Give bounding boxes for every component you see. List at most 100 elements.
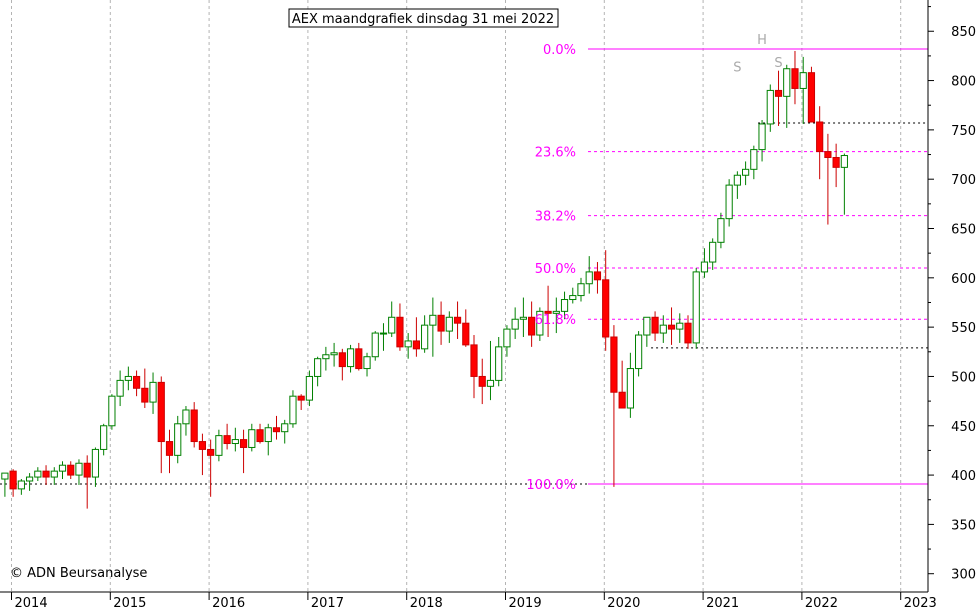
candle — [618, 360, 626, 409]
y-tick-label: 850 — [951, 25, 976, 40]
candle-body — [17, 480, 25, 490]
candle — [17, 479, 25, 495]
candle — [174, 415, 182, 464]
x-tick-label: 2015 — [113, 596, 146, 610]
candle-body — [750, 149, 758, 170]
candle — [528, 301, 536, 347]
candle — [338, 348, 346, 381]
candle-body — [478, 375, 486, 387]
candle — [34, 467, 42, 481]
candle — [355, 342, 363, 371]
candle — [281, 419, 289, 444]
candle-body — [733, 174, 741, 186]
candle-body — [651, 316, 659, 334]
candle-body — [445, 316, 453, 332]
candle — [215, 429, 223, 462]
candle — [766, 84, 774, 132]
candle-body — [108, 395, 116, 427]
candle — [190, 402, 198, 448]
pattern-label: H — [757, 33, 767, 48]
candle — [141, 368, 149, 409]
candle-body — [462, 322, 470, 346]
candle-body — [412, 340, 420, 350]
candle-body — [248, 429, 256, 448]
candle — [42, 465, 50, 485]
candle — [322, 346, 330, 371]
candle — [25, 473, 34, 491]
x-tick-label: 2020 — [607, 596, 640, 610]
x-tick-label: 2014 — [15, 596, 48, 610]
candle — [58, 461, 67, 480]
candle-body — [470, 344, 478, 377]
candle — [462, 309, 470, 347]
candle — [560, 291, 569, 320]
title-box — [288, 8, 559, 28]
candle-body — [141, 387, 149, 403]
candle-body — [725, 184, 733, 220]
candle — [717, 212, 725, 249]
candle-body — [807, 72, 816, 123]
candle-body — [577, 283, 585, 297]
pattern-label: S — [733, 61, 741, 76]
candle-body — [659, 324, 667, 334]
fib-level-label: 61.8% — [535, 313, 576, 328]
x-tick-label: 2022 — [805, 596, 838, 610]
candle-body — [421, 324, 429, 350]
candle — [272, 415, 281, 440]
candle — [758, 120, 766, 162]
candle — [1, 472, 9, 497]
candle-body — [42, 470, 50, 478]
candle — [643, 316, 651, 347]
candle — [248, 423, 256, 452]
candle-body — [495, 346, 503, 381]
candle — [602, 250, 610, 351]
candle-body — [223, 435, 231, 445]
candle-body — [100, 425, 108, 450]
y-tick-label: 450 — [951, 420, 976, 435]
candle — [470, 335, 478, 399]
candle — [659, 315, 667, 343]
candle — [297, 394, 305, 410]
candle-body — [528, 316, 536, 336]
candle-body — [124, 375, 132, 381]
candle-body — [536, 310, 544, 336]
candle-body — [791, 68, 799, 89]
candle-body — [272, 427, 281, 433]
candle-body — [519, 316, 527, 320]
candle-body — [503, 328, 511, 348]
candle-body — [75, 462, 83, 476]
candle-body — [256, 429, 264, 443]
candle-body — [742, 168, 750, 176]
candle — [709, 238, 717, 270]
line-layer — [0, 48, 928, 485]
candle-body — [816, 121, 824, 153]
y-tick-label: 650 — [951, 223, 976, 238]
candle — [223, 423, 231, 450]
candle-body — [264, 427, 272, 443]
candle — [495, 336, 503, 387]
candle — [667, 307, 676, 345]
candle-body — [314, 358, 322, 377]
fib-level-label: 0.0% — [543, 43, 576, 58]
candle — [289, 390, 297, 428]
candle-body — [799, 72, 807, 89]
candle-body — [700, 261, 709, 273]
candle-body — [346, 348, 355, 368]
candle-body — [25, 476, 34, 482]
fib-level-label: 100.0% — [526, 478, 576, 493]
candle — [388, 301, 396, 337]
candle-body — [667, 324, 676, 330]
candle — [396, 303, 404, 351]
candle — [421, 315, 429, 353]
x-tick-label: 2016 — [212, 596, 245, 610]
candle — [124, 366, 132, 391]
candle-body — [338, 352, 346, 368]
candle — [799, 56, 807, 124]
candle-body — [626, 368, 634, 409]
candle-body — [116, 379, 124, 397]
candle-body — [684, 322, 692, 344]
candle — [9, 469, 17, 497]
candle — [651, 311, 659, 341]
fib-level-label: 50.0% — [535, 262, 576, 277]
